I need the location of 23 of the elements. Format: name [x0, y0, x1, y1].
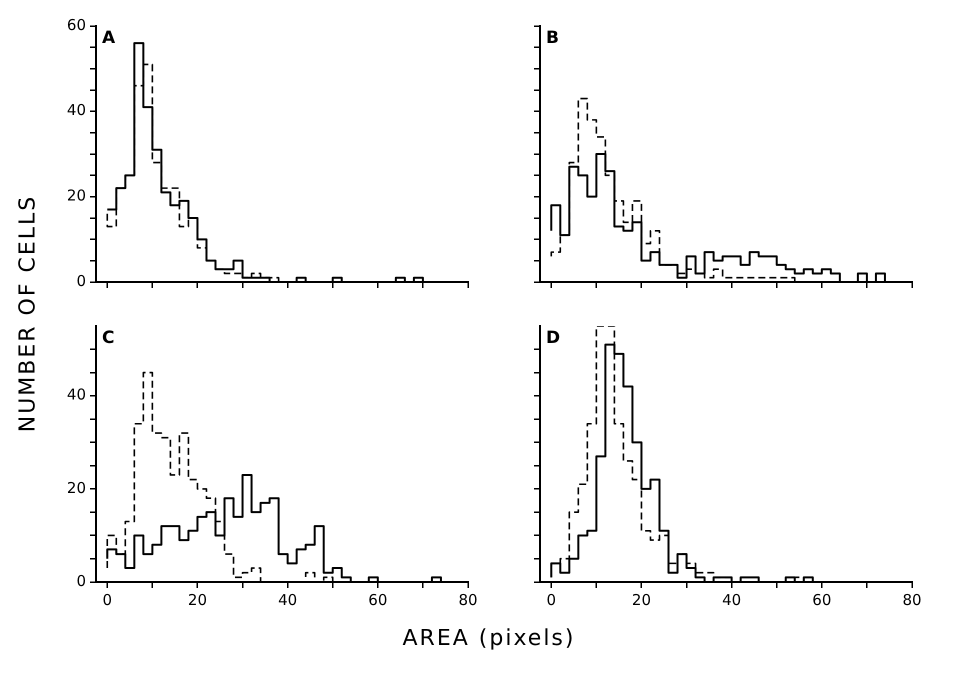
x-tick-label: 60 — [812, 590, 832, 609]
y-tick-label: 40 — [66, 101, 86, 120]
x-tick-label: 0 — [546, 590, 556, 609]
x-tick-label: 20 — [188, 590, 207, 609]
chart-title: B — [546, 28, 559, 48]
x-axis-title: AREA (pixels) — [402, 626, 576, 651]
chart-title: D — [546, 328, 560, 348]
y-tick-label: 60 — [66, 16, 86, 34]
x-tick-label: 20 — [632, 590, 651, 609]
x-tick-label: 0 — [102, 590, 112, 609]
x-tick-label: 60 — [368, 590, 388, 609]
y-tick-label: 0 — [76, 572, 86, 590]
chart-title: A — [102, 28, 116, 48]
y-tick-label: 20 — [66, 186, 86, 205]
x-tick-label: 40 — [722, 590, 742, 609]
y-tick-label: 40 — [66, 386, 86, 404]
x-tick-label: 80 — [458, 590, 478, 609]
y-axis-title: NUMBER OF CELLS — [16, 194, 40, 432]
x-tick-label: 80 — [902, 590, 922, 609]
y-tick-label: 0 — [76, 272, 86, 290]
y-tick-label: 20 — [66, 478, 86, 497]
x-tick-label: 40 — [278, 590, 298, 609]
chart-title: C — [102, 328, 114, 348]
